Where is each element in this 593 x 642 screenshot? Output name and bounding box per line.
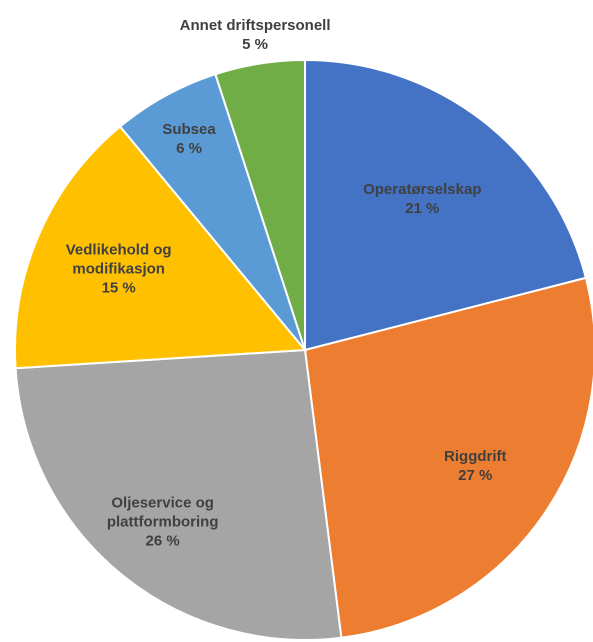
pie-slice (214, 58, 306, 351)
category-label: Riggdrift (444, 447, 507, 465)
value-label: 21 % (405, 199, 440, 217)
slice-label: Subsea 6 % (94, 120, 284, 158)
category-label: Annet driftspersonell (179, 16, 331, 34)
slice-label: Riggdrift 27 % (380, 447, 570, 485)
pie-slice (304, 58, 588, 352)
category-label: Vedlikehold og modifikasjon (65, 241, 172, 278)
value-label: 5 % (242, 35, 269, 53)
category-label: Oljeservice og plattformboring (106, 494, 219, 531)
value-label: 26 % (145, 532, 180, 550)
slice-label: Annet driftspersonell 5 % (160, 16, 350, 54)
pie-slice (14, 125, 308, 370)
value-label: 6 % (176, 140, 202, 158)
category-label: Subsea (162, 121, 216, 139)
slice-label: Vedlikehold og modifikasjon 15 % (24, 241, 214, 298)
slice-label: Operatørselskap 21 % (327, 180, 517, 218)
value-label: 27 % (458, 466, 493, 484)
category-label: Operatørselskap (363, 180, 482, 198)
slice-label: Oljeservice og plattformboring 26 % (68, 494, 258, 551)
pie-slice (14, 348, 343, 641)
value-label: 15 % (101, 279, 136, 297)
pie-slice (303, 276, 593, 639)
